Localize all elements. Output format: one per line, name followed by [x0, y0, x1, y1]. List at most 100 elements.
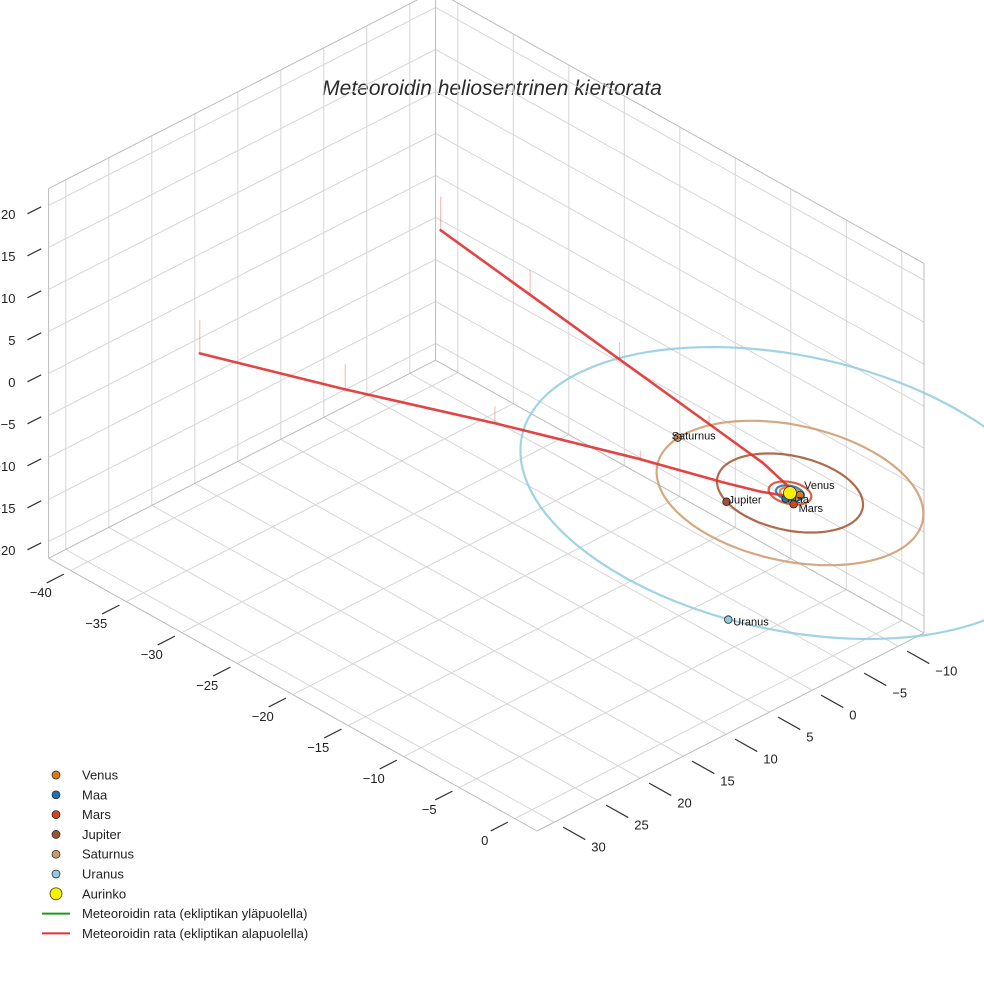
axis-edge [48, 557, 538, 832]
planet-marker-saturnus [673, 433, 682, 442]
x-tick-mark [379, 759, 398, 770]
y-tick-label: 30 [591, 840, 605, 855]
side-grid-line [48, 6, 436, 206]
floor-grid-line [514, 620, 903, 820]
y-tick-mark [820, 694, 844, 709]
floor-grid-line [459, 589, 847, 789]
floor-grid-line [348, 527, 736, 727]
back-grid-line [435, 90, 925, 365]
floor-grid-line [237, 460, 727, 735]
x-tick-label: −25 [196, 678, 218, 693]
z-tick-mark [27, 542, 42, 551]
axis-edge [451, 0, 925, 264]
floor-grid-line [194, 482, 684, 757]
z-tick-mark [27, 332, 42, 341]
legend: Venus Maa Mars Jupiter Saturnus Uranus Aurinko… [42, 768, 308, 941]
planet-marker-mars [789, 500, 798, 509]
axis-ticks: −40 −35 −30 −25 −20 −15 −10 −5 0 −10 −5 0 5 10 15 20 25 3… [0, 206, 957, 855]
z-tick-label: 0 [8, 375, 15, 390]
planet-marker-uranus [724, 615, 733, 624]
y-tick-mark [734, 738, 758, 753]
legend-label: Venus [82, 768, 119, 783]
legend-marker [51, 830, 61, 839]
z-tick-mark [27, 206, 42, 215]
x-tick-label: −30 [141, 647, 163, 662]
planet-label-uranus: Uranus [733, 617, 769, 629]
chart-title: Meteoroidin heliosentrinen kiertorata [322, 77, 662, 100]
orbit-uranus [519, 345, 984, 641]
legend-marker [51, 770, 61, 780]
side-grid-line [48, 48, 436, 248]
legend-label: Meteoroidin rata (ekliptikan yläpuolella… [82, 906, 307, 921]
legend-label: Jupiter [82, 827, 122, 842]
y-tick-label: −5 [892, 686, 907, 701]
axis-edge [48, 0, 419, 190]
back-grid-line [435, 174, 925, 449]
y-tick-mark [777, 716, 801, 731]
z-tick-mark [27, 290, 42, 299]
back-grid-line [435, 48, 925, 323]
floor-grid-line [181, 434, 570, 634]
grid [48, 0, 925, 832]
x-tick-mark [434, 790, 453, 801]
legend-label: Saturnus [82, 847, 135, 862]
side-grid-line [48, 174, 436, 374]
floor-grid-line [280, 438, 770, 713]
back-grid-line [435, 132, 925, 407]
legend-label: Uranus [82, 867, 124, 882]
back-grid-line [435, 258, 925, 533]
x-tick-mark [101, 604, 120, 615]
y-tick-mark [562, 826, 586, 841]
x-tick-label: −10 [363, 771, 385, 786]
z-tick-label: 10 [1, 291, 15, 306]
y-tick-mark [863, 672, 887, 687]
z-tick-label: −5 [1, 417, 16, 432]
floor-grid-line [108, 526, 598, 801]
y-tick-label: 10 [763, 752, 777, 767]
x-tick-label: −5 [422, 802, 437, 817]
x-tick-label: −15 [307, 740, 329, 755]
side-grid-line [48, 216, 436, 416]
legend-label: Maa [82, 787, 108, 802]
legend-label: Mars [82, 807, 111, 822]
planet-marker-jupiter [722, 497, 731, 506]
z-tick-mark [27, 500, 42, 509]
z-tick-label: 20 [1, 207, 15, 222]
axis-edge [536, 632, 925, 832]
z-tick-label: −20 [0, 543, 15, 558]
z-tick-label: 5 [8, 333, 15, 348]
floor-grid-line [366, 394, 856, 669]
orbit-jupiter [715, 452, 865, 534]
x-tick-mark [212, 666, 231, 677]
floor-grid-line [65, 548, 555, 823]
z-tick-mark [27, 248, 42, 257]
orbit-mars [767, 480, 813, 506]
y-tick-mark [906, 650, 930, 665]
floor-grid-line [403, 558, 792, 758]
planet-orbits [519, 345, 984, 641]
legend-marker [49, 887, 63, 901]
x-tick-mark [268, 697, 287, 708]
x-tick-label: −35 [85, 616, 107, 631]
legend-marker [51, 810, 61, 819]
back-grid-line [435, 6, 925, 281]
sun-marker [783, 486, 797, 500]
floor-grid-line [323, 416, 813, 691]
x-tick-mark [490, 821, 509, 832]
axis-edge [435, 359, 925, 634]
legend-marker [51, 869, 61, 879]
axis-edge [48, 359, 436, 559]
z-tick-mark [27, 416, 42, 425]
floor-grid-line [237, 465, 625, 665]
planet-label-venus: Venus [804, 480, 835, 492]
back-grid-line [435, 342, 925, 617]
trajectory-series-1 [198, 228, 798, 498]
z-tick-mark [27, 374, 42, 383]
y-tick-mark [648, 782, 672, 797]
floor-grid-line [292, 496, 681, 696]
floor-grid-line [70, 372, 459, 572]
legend-marker [51, 849, 61, 859]
side-grid-line [48, 258, 436, 458]
floor-grid-line [151, 504, 641, 779]
